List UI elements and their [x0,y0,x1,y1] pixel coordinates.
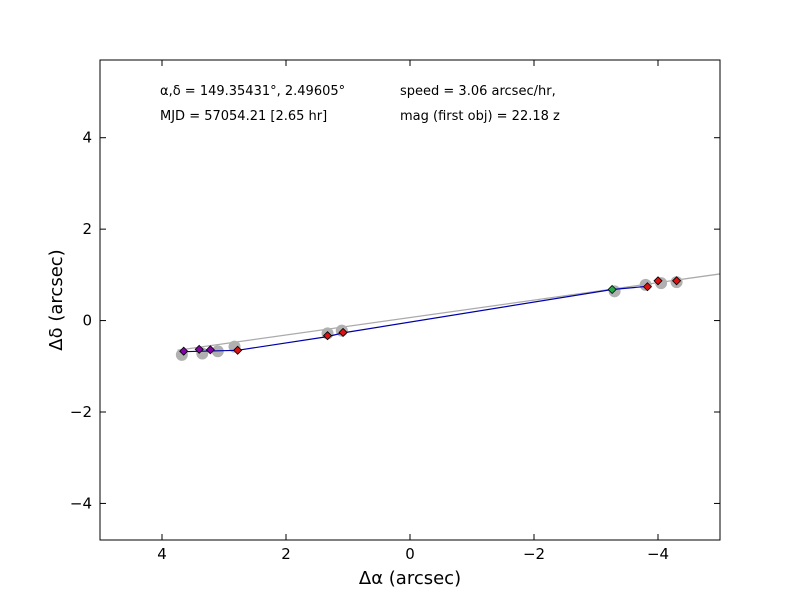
annotation-speed: speed = 3.06 arcsec/hr, [400,84,556,99]
data-point [322,331,333,341]
plot-area [175,273,720,361]
track-line [183,285,648,353]
x-tick-label: −4 [647,545,669,563]
y-tick-label: −4 [70,494,92,512]
data-point [179,346,189,356]
data-point [607,284,617,295]
x-tick-label: 0 [405,545,415,563]
annotation-coords: α,δ = 149.35431°, 2.49605° [160,84,345,99]
data-point [205,345,215,355]
data-point [642,282,653,292]
x-axis-label: Δα (arcsec) [359,568,461,589]
data-point [338,327,348,338]
y-tick-label: 4 [82,129,92,147]
x-tick-label: 2 [281,545,291,563]
annotation-mag: mag (first obj) = 22.18 z [400,109,560,124]
y-tick-label: 2 [82,220,92,238]
annotation-mjd: MJD = 57054.21 [2.65 hr] [160,109,327,124]
data-point [672,276,682,286]
annotations: α,δ = 149.35431°, 2.49605° MJD = 57054.2… [160,84,560,124]
x-tick-label: 4 [157,545,167,563]
data-point [194,344,204,354]
data-point [653,276,663,286]
plot-frame [99,59,721,541]
y-tick-label: −2 [70,403,92,421]
y-axis-label: Δδ (arcsec) [46,249,67,350]
y-tick-label: 0 [82,312,92,330]
fit-line [177,273,720,351]
data-point [233,345,243,355]
x-tick-label: −2 [523,545,545,563]
